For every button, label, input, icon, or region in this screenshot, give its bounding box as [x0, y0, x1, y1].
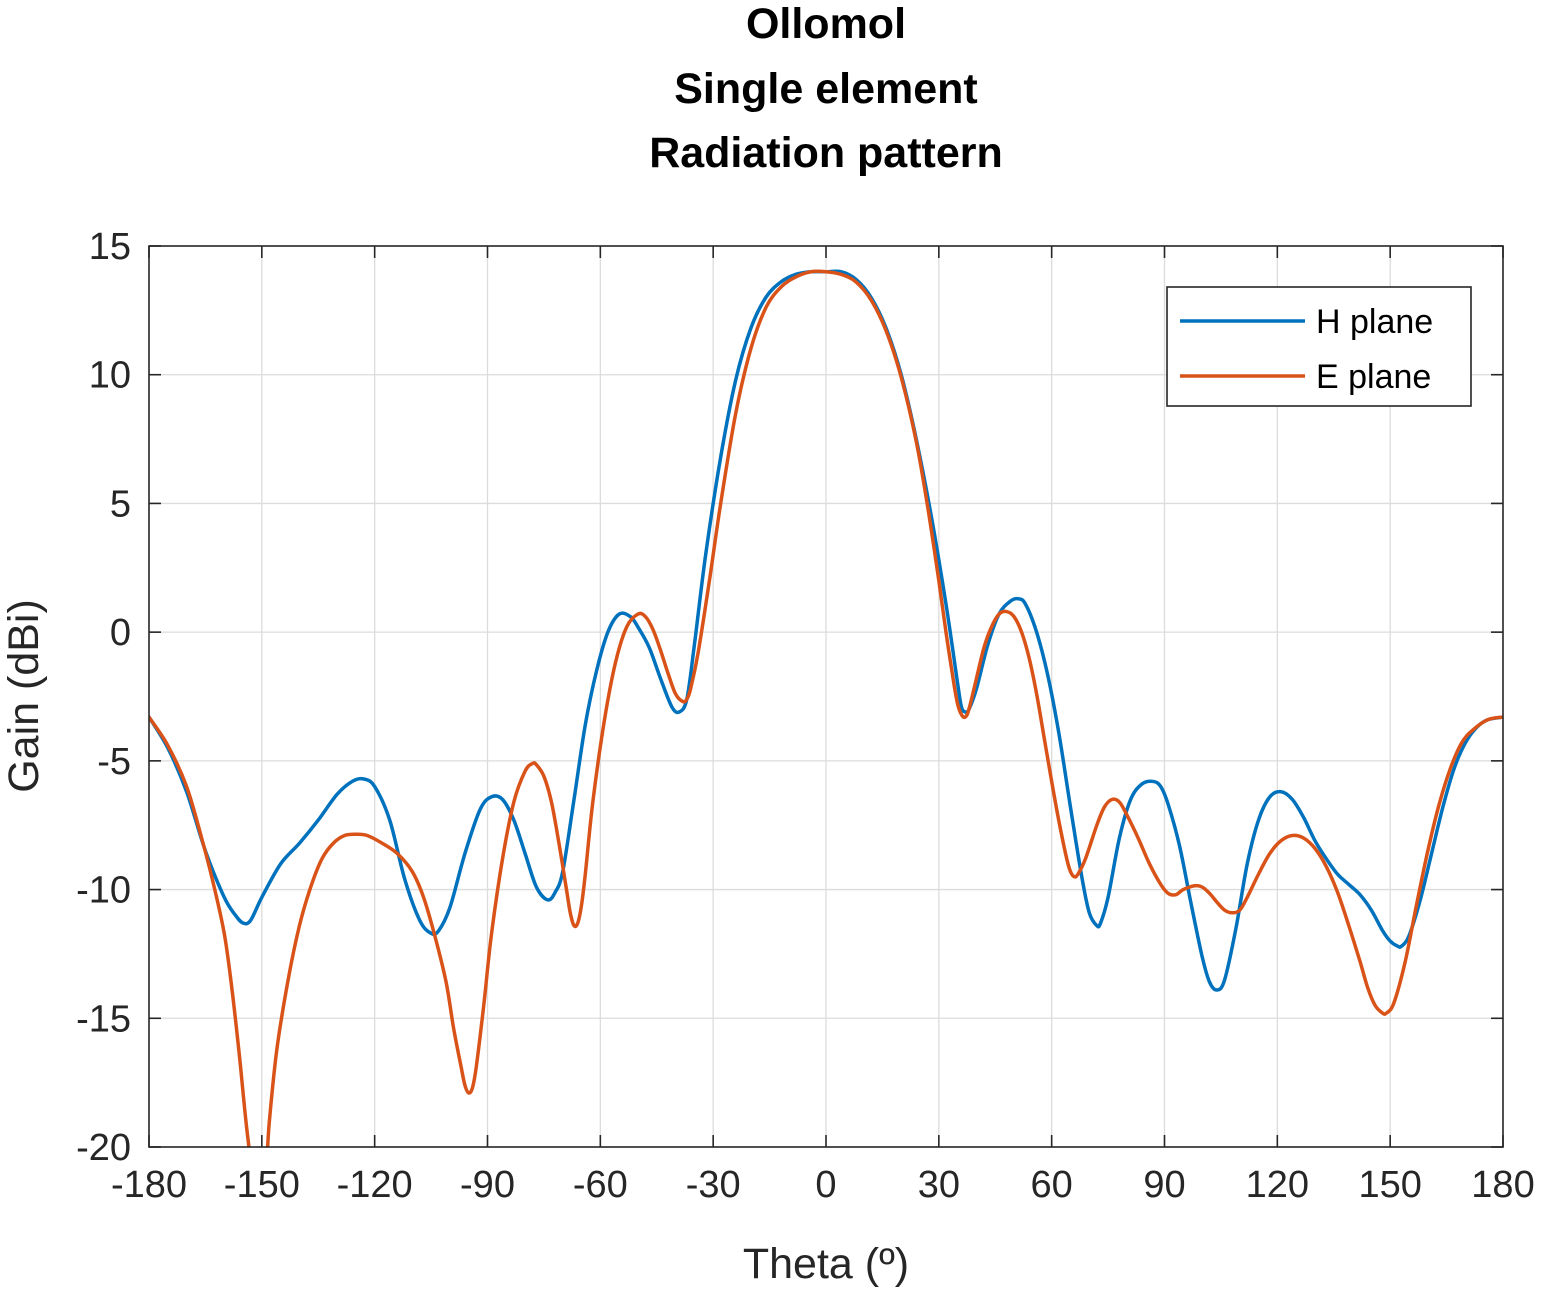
- x-tick-label: -180: [111, 1164, 187, 1206]
- chart-title-line-1: Ollomol: [746, 0, 906, 48]
- x-tick-labels: -180 -150 -120 -90 -60 -30 0 30 60 90 120 150 180: [111, 1164, 1535, 1206]
- legend-label-e-plane: E plane: [1316, 358, 1431, 396]
- y-tick-label: 15: [89, 226, 131, 268]
- y-tick-label: -15: [76, 998, 131, 1040]
- y-tick-label: -10: [76, 870, 131, 912]
- legend-label-h-plane: H plane: [1316, 303, 1433, 341]
- y-tick-label: -20: [76, 1127, 131, 1169]
- chart-title-line-3: Radiation pattern: [649, 129, 1003, 177]
- x-tick-label: 30: [918, 1164, 960, 1206]
- x-tick-label: -30: [686, 1164, 741, 1206]
- x-tick-label: -60: [573, 1164, 628, 1206]
- y-tick-label: 10: [89, 355, 131, 397]
- x-tick-label: 60: [1031, 1164, 1073, 1206]
- y-tick-label: 5: [110, 483, 131, 525]
- y-tick-label: 0: [110, 612, 131, 654]
- y-axis-label: Gain (dBi): [0, 599, 48, 793]
- series-line-e-plane: [149, 269, 1503, 1147]
- x-tick-label: 0: [815, 1164, 836, 1206]
- grid: [149, 246, 1503, 1147]
- y-tick-label: -5: [97, 741, 131, 783]
- series-lines: [149, 269, 1503, 1147]
- plot-frame: [148, 245, 1504, 1148]
- x-tick-label: -120: [337, 1164, 413, 1206]
- x-axis-label: Theta (º): [743, 1240, 909, 1288]
- y-tick-labels: -20 -15 -10 -5 0 5 10 15: [76, 226, 131, 1169]
- chart-title-line-2: Single element: [674, 65, 977, 113]
- x-tick-label: -90: [460, 1164, 515, 1206]
- x-tick-label: 180: [1471, 1164, 1534, 1206]
- x-tick-label: 90: [1143, 1164, 1185, 1206]
- x-tick-label: -150: [224, 1164, 300, 1206]
- chart-title: Ollomol Single element Radiation pattern: [649, 0, 1003, 177]
- legend: H plane E plane: [1166, 286, 1472, 407]
- x-tick-label: 120: [1246, 1164, 1309, 1206]
- x-tick-label: 150: [1358, 1164, 1421, 1206]
- legend-box: [1166, 286, 1472, 407]
